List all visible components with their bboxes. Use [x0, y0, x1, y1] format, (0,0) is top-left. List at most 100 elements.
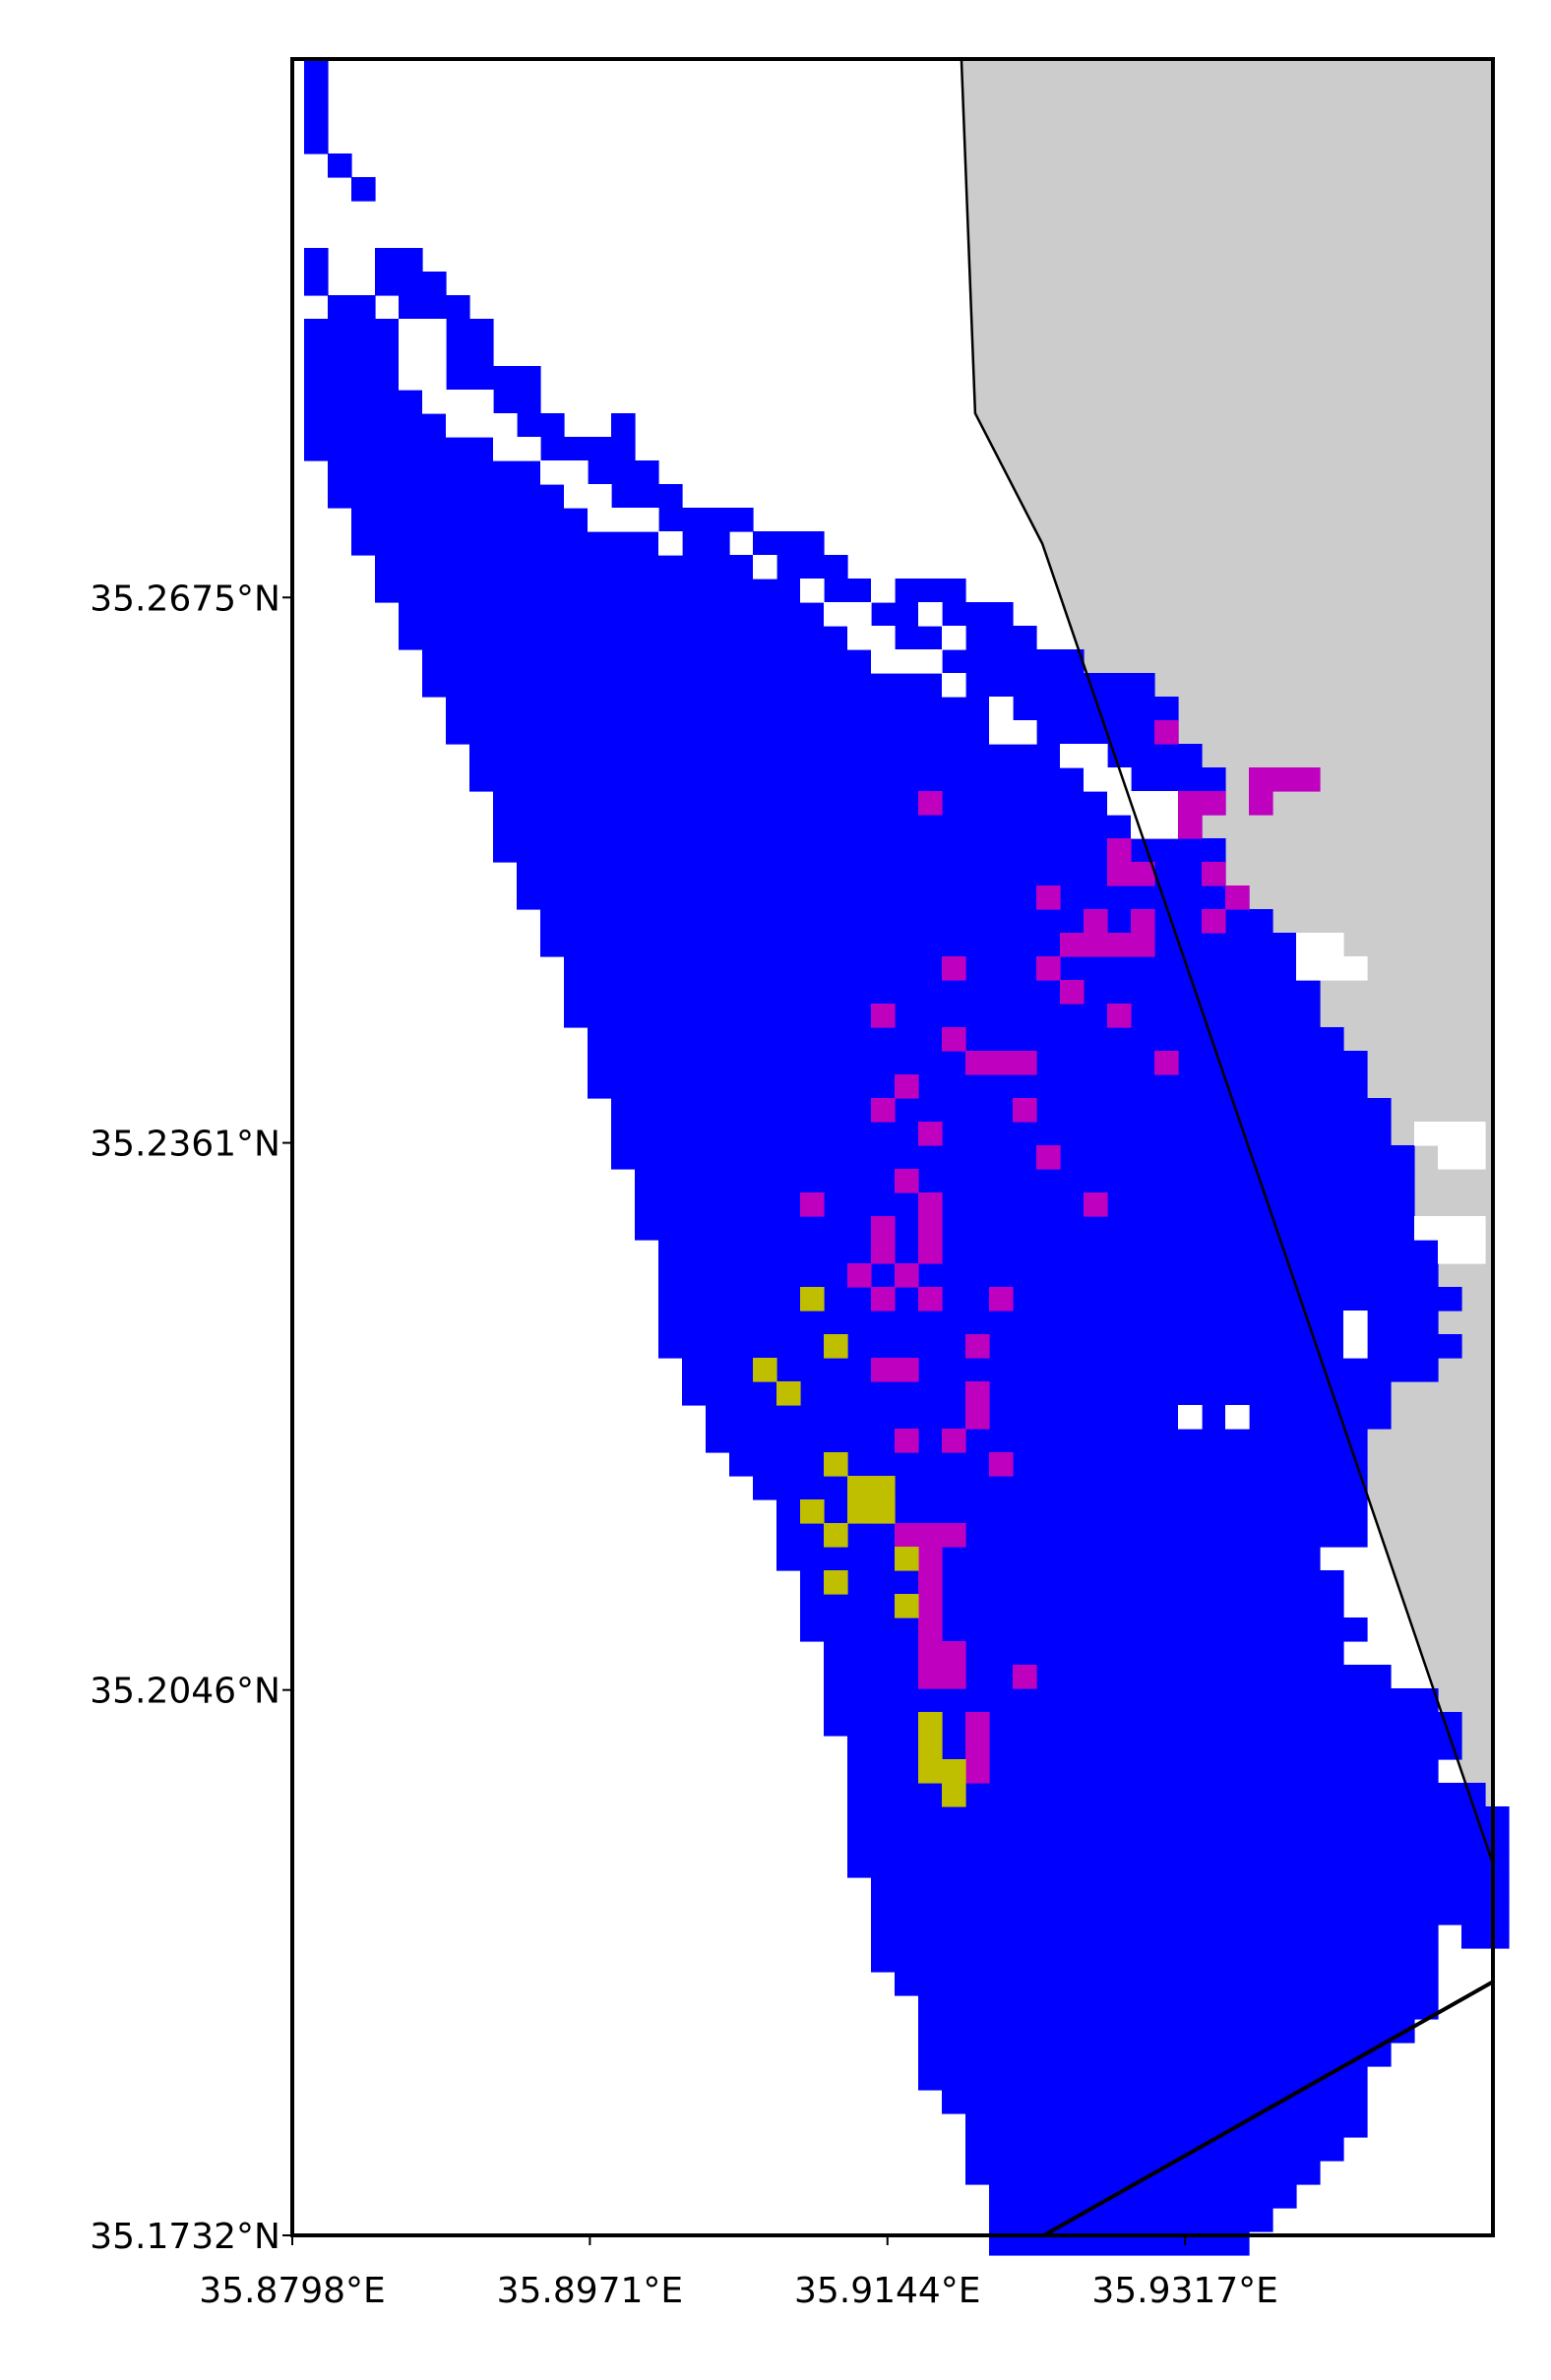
magenta-cell — [918, 1122, 943, 1146]
yellow-cell — [800, 1287, 825, 1312]
blue-cell — [847, 1806, 1439, 1831]
blue-cell — [446, 720, 1037, 745]
magenta-cell — [965, 1334, 990, 1359]
gap-cell — [588, 508, 659, 532]
blue-cell — [871, 1877, 1462, 1902]
blue-cell — [422, 673, 943, 698]
gap-cell — [1414, 1216, 1486, 1241]
blue-cell — [635, 1169, 1415, 1193]
gap-cell — [989, 720, 1037, 745]
blue-cell — [351, 508, 589, 532]
gap-cell — [918, 602, 943, 627]
blue-cell — [540, 909, 1273, 934]
blue-cell — [375, 579, 801, 603]
blue-cell — [611, 1122, 1392, 1146]
coastline — [1042, 1980, 1494, 2237]
x-tick-label: 35.9144°E — [794, 2271, 981, 2311]
magenta-cell — [1202, 862, 1226, 886]
blue-cell — [304, 437, 494, 461]
blue-cell — [328, 295, 376, 320]
blue-cell — [1414, 1806, 1510, 1831]
magenta-cell — [942, 1027, 966, 1052]
magenta-cell — [1107, 862, 1155, 886]
blue-cell — [847, 1783, 1439, 1807]
magenta-cell — [1107, 838, 1132, 863]
magenta-cell — [1036, 956, 1061, 981]
blue-cell — [375, 248, 423, 273]
magenta-cell — [895, 1523, 966, 1548]
magenta-cell — [1084, 909, 1108, 934]
magenta-cell — [895, 1074, 919, 1099]
gap-cell — [1414, 1122, 1486, 1146]
gap-cell — [1343, 1334, 1368, 1359]
magenta-cell — [1131, 909, 1155, 934]
gap-cell — [1060, 744, 1108, 768]
magenta-cell — [1060, 980, 1085, 1005]
magenta-cell — [1178, 791, 1226, 816]
magenta-cell — [918, 1192, 943, 1217]
blue-cell — [871, 602, 919, 627]
blue-cell — [611, 413, 636, 438]
gap-cell — [800, 579, 825, 603]
blue-cell — [1438, 1830, 1510, 1855]
blue-cell — [895, 626, 943, 650]
magenta-cell — [1060, 933, 1108, 957]
blue-cell — [493, 390, 541, 414]
magenta-cell — [965, 1736, 990, 1760]
yellow-cell — [895, 1594, 919, 1618]
blue-cell — [658, 1240, 1439, 1264]
blue-cell — [375, 272, 447, 296]
blue-cell — [1107, 744, 1203, 768]
blue-cell — [304, 106, 329, 131]
blue-cell — [493, 838, 1226, 863]
magenta-cell — [871, 1287, 896, 1312]
magenta-cell — [942, 1429, 966, 1453]
magenta-cell — [895, 1263, 919, 1288]
blue-cell — [824, 1665, 1392, 1689]
magenta-cell — [871, 1216, 896, 1241]
blue-cell — [635, 1192, 1415, 1217]
magenta-cell — [918, 1617, 943, 1642]
blue-cell — [918, 1995, 1439, 2020]
blue-cell — [942, 602, 1014, 627]
gap-cell — [1343, 1311, 1368, 1335]
magenta-cell — [895, 1169, 919, 1193]
blue-cell — [800, 1617, 1368, 1642]
blue-cell — [1438, 1854, 1510, 1878]
gap-cell — [1107, 791, 1179, 816]
yellow-cells — [753, 1287, 966, 1807]
gap-cell — [446, 413, 518, 438]
magenta-cell — [965, 1051, 1037, 1075]
magenta-cell — [918, 1547, 943, 1571]
blue-cell — [1131, 767, 1226, 792]
blue-cells — [304, 59, 1510, 2256]
gap-cell — [1296, 956, 1368, 981]
magenta-cell — [1249, 767, 1273, 792]
yellow-cell — [753, 1358, 777, 1382]
y-tick-labels: 35.2675°N 35.2361°N 35.2046°N 35.1732°N — [90, 579, 292, 2257]
gap-cell — [399, 342, 447, 367]
blue-cell — [328, 484, 565, 509]
yellow-cell — [847, 1476, 896, 1500]
blue-cell — [328, 153, 352, 178]
blue-cell — [611, 437, 636, 461]
gap-cell — [658, 531, 683, 556]
magenta-cell — [965, 1381, 990, 1406]
blue-cell — [706, 1429, 1368, 1453]
blue-cell — [304, 83, 329, 107]
blue-cell — [399, 602, 825, 627]
blue-cell — [304, 366, 400, 391]
blue-cell — [446, 697, 1014, 721]
yellow-cell — [824, 1334, 848, 1359]
magenta-cell — [1013, 1665, 1037, 1689]
y-tick-label: 35.2046°N — [90, 1672, 280, 1712]
blue-cell — [776, 1523, 1368, 1548]
gap-cell — [871, 579, 896, 603]
x-tick-label: 35.9317°E — [1091, 2271, 1278, 2311]
blue-cell — [847, 1736, 1462, 1760]
magenta-cell — [965, 1405, 990, 1430]
magenta-cell — [1107, 1004, 1132, 1028]
blue-cell — [895, 579, 966, 603]
blue-cell — [918, 2043, 1392, 2067]
magenta-cell — [871, 1240, 896, 1264]
